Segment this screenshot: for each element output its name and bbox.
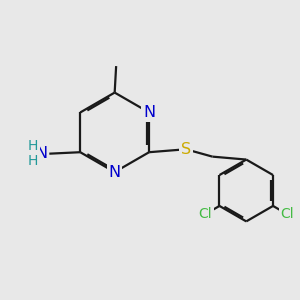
Text: N: N xyxy=(36,146,48,161)
Text: Cl: Cl xyxy=(199,207,212,221)
Text: H: H xyxy=(28,139,38,153)
Text: S: S xyxy=(181,142,191,157)
Text: Cl: Cl xyxy=(280,207,294,221)
Text: N: N xyxy=(143,105,155,120)
Text: H: H xyxy=(28,154,38,168)
Text: N: N xyxy=(109,165,121,180)
